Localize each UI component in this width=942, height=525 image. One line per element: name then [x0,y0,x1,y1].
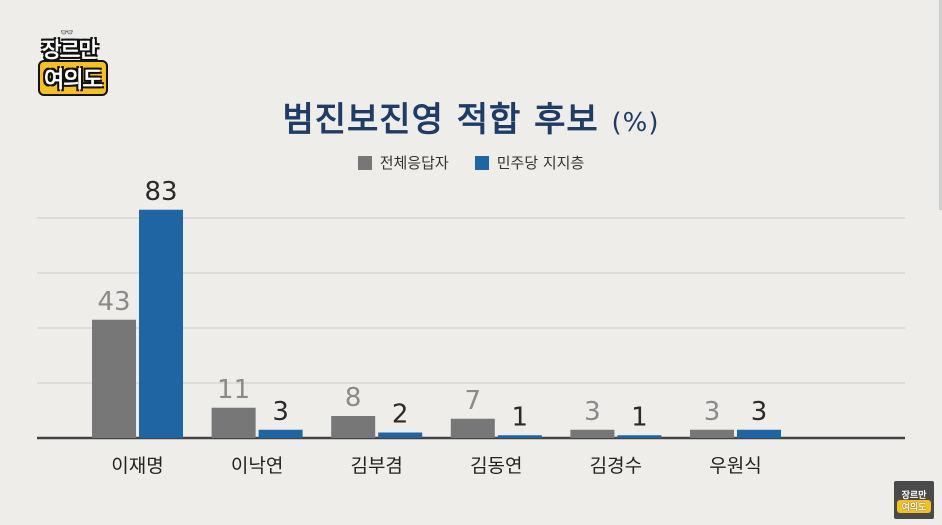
data-label: 3 [584,397,601,427]
data-label: 1 [631,402,648,432]
bar [497,435,542,438]
sunglasses-icon: 👓 [60,26,74,39]
legend-item-all: 전체응답자 [357,152,449,173]
bar [92,319,136,438]
data-label: 8 [345,383,362,413]
legend-swatch-democratic [474,155,489,170]
logo-line2: 여의도 [38,60,108,96]
legend-item-democratic: 민주당 지지층 [474,152,585,173]
bar [331,416,376,438]
bar [690,429,734,438]
category-label: 우원식 [709,455,761,477]
bar [450,418,495,438]
logo-line1: 장르만 [42,38,98,62]
data-label: 3 [704,397,721,427]
category-label: 김동연 [470,455,522,477]
legend-label-democratic: 민주당 지지층 [496,154,585,172]
data-label: 83 [144,177,177,207]
data-label: 1 [512,402,529,432]
legend-swatch-all [357,155,372,170]
bar [570,429,615,438]
chart-title: 범진보진영 적합 후보 (%) [0,92,942,141]
bar [258,429,303,438]
corner-logo-line2: 여의도 [897,500,931,513]
bar [737,429,781,438]
chart-title-text: 범진보진영 적합 후보 [282,100,599,140]
bar [211,407,256,438]
category-label: 김부겸 [350,455,402,477]
legend: 전체응답자 민주당 지지층 [0,152,942,173]
data-label: 43 [97,287,130,317]
channel-logo: 👓 장르만 여의도 [36,26,114,96]
scrollbar[interactable] [939,0,942,210]
chart-title-unit: (%) [611,108,660,138]
category-label: 이낙연 [231,455,283,477]
data-label: 3 [272,397,289,427]
bar [378,432,423,438]
corner-logo: 장르만 여의도 [894,481,934,519]
category-label: 이재명 [111,455,163,477]
category-label: 김경수 [590,455,642,477]
bar [617,435,662,438]
data-label: 11 [217,375,250,405]
bar [139,209,183,438]
data-label: 7 [465,386,482,416]
corner-logo-line1: 장르만 [901,491,927,501]
legend-label-all: 전체응답자 [379,154,449,172]
data-label: 3 [751,397,768,427]
data-label: 2 [392,400,409,430]
